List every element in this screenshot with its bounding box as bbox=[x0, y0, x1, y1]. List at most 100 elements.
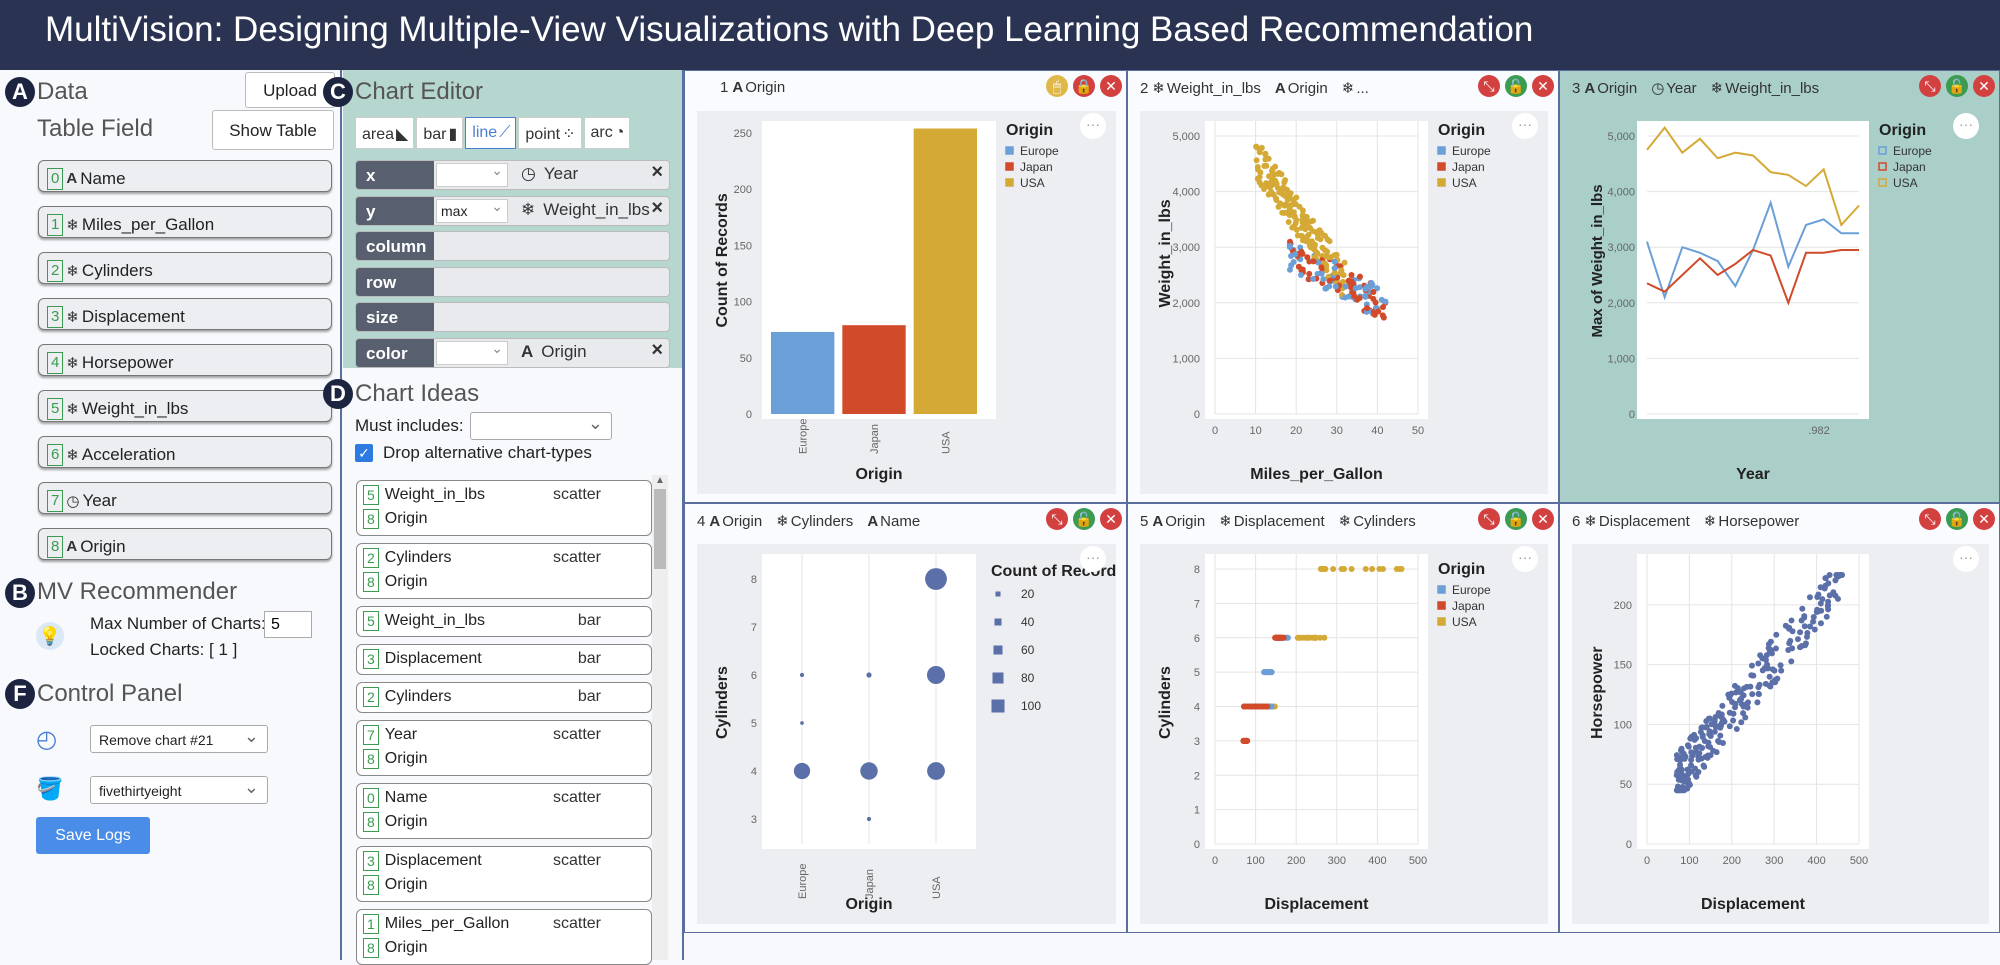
scatter-point[interactable] bbox=[1819, 596, 1826, 603]
scatter-point[interactable] bbox=[1371, 311, 1378, 318]
scatter-point[interactable] bbox=[1749, 691, 1756, 698]
more-options-icon[interactable]: ··· bbox=[1512, 546, 1538, 572]
scatter-point[interactable] bbox=[1285, 210, 1292, 217]
line-japan[interactable] bbox=[1646, 248, 1859, 306]
scatter-point[interactable] bbox=[1286, 266, 1293, 273]
encoding-field[interactable]: ❄ Weight_in_lbs bbox=[511, 199, 669, 223]
scatter-point[interactable] bbox=[1732, 700, 1739, 707]
scatter-point[interactable] bbox=[1298, 232, 1305, 239]
unlock-icon[interactable]: 🔓 bbox=[1946, 508, 1968, 530]
scatter-point[interactable] bbox=[1338, 269, 1345, 276]
scatter-point[interactable] bbox=[1356, 294, 1363, 301]
scatter-point[interactable] bbox=[1677, 756, 1684, 763]
scatter-point[interactable] bbox=[1241, 703, 1248, 710]
scatter-point[interactable] bbox=[1282, 177, 1289, 184]
scatter-point[interactable] bbox=[1832, 577, 1839, 584]
remove-encoding-icon[interactable]: × bbox=[651, 196, 663, 219]
scatter-point[interactable] bbox=[1788, 617, 1795, 624]
mark-type-bar[interactable]: bar ▮ bbox=[416, 117, 464, 149]
scatter-point[interactable] bbox=[1677, 761, 1684, 768]
mark-type-point[interactable]: point ⁘ bbox=[518, 117, 582, 149]
scatter-point[interactable] bbox=[1299, 216, 1306, 223]
scatter-point[interactable] bbox=[1797, 629, 1804, 636]
scatter-point[interactable] bbox=[1680, 775, 1687, 782]
scatter-point[interactable] bbox=[1673, 787, 1680, 794]
more-options-icon[interactable]: ··· bbox=[1953, 113, 1979, 139]
scatter-point[interactable] bbox=[1348, 271, 1355, 278]
drop-alt-checkbox[interactable]: ✓ bbox=[355, 444, 373, 462]
scatter-point[interactable] bbox=[1263, 703, 1270, 710]
close-icon[interactable]: ✕ bbox=[1100, 508, 1122, 530]
scatter-point[interactable] bbox=[1700, 762, 1707, 769]
scatter-point[interactable] bbox=[1330, 566, 1337, 572]
scatter-point[interactable] bbox=[1285, 218, 1292, 225]
remove-encoding-icon[interactable]: × bbox=[651, 161, 663, 183]
more-options-icon[interactable]: ··· bbox=[1080, 546, 1106, 572]
scatter-point[interactable] bbox=[1322, 253, 1329, 260]
scatter-point[interactable] bbox=[1294, 634, 1301, 641]
size-point[interactable] bbox=[926, 665, 946, 685]
chart-idea-item[interactable]: 2 Cylinders bar bbox=[356, 682, 652, 713]
scatter-point[interactable] bbox=[1678, 766, 1685, 773]
bar-europe[interactable] bbox=[771, 331, 835, 414]
scatter-point[interactable] bbox=[1740, 703, 1747, 710]
must-includes-select[interactable] bbox=[470, 412, 612, 440]
encoding-x[interactable]: x ⌄ ◷ Year × bbox=[355, 160, 670, 190]
mouse-icon[interactable]: 🖱 bbox=[1046, 75, 1068, 97]
scatter-point[interactable] bbox=[1740, 685, 1747, 692]
paint-bucket-icon[interactable]: 🪣 bbox=[36, 776, 64, 801]
scatter-point[interactable] bbox=[1275, 203, 1282, 210]
shrink-icon[interactable]: ⤡ bbox=[1046, 508, 1068, 530]
scatter-point[interactable] bbox=[1378, 296, 1385, 303]
scatter-point[interactable] bbox=[1305, 276, 1312, 283]
scatter-point[interactable] bbox=[1333, 251, 1340, 258]
table-field-8[interactable]: 8 A Origin bbox=[38, 528, 332, 560]
scatter-point[interactable] bbox=[1685, 743, 1692, 750]
scatter-point[interactable] bbox=[1810, 613, 1817, 620]
scatter-point[interactable] bbox=[1307, 218, 1314, 225]
unlock-icon[interactable]: 🔓 bbox=[1073, 508, 1095, 530]
scatter-point[interactable] bbox=[1794, 636, 1801, 643]
close-icon[interactable]: ✕ bbox=[1532, 75, 1554, 97]
scatter-point[interactable] bbox=[1810, 618, 1817, 625]
close-icon[interactable]: ✕ bbox=[1532, 508, 1554, 530]
scatter-point[interactable] bbox=[1726, 709, 1733, 716]
size-point[interactable] bbox=[866, 672, 872, 678]
scatter-point[interactable] bbox=[1263, 182, 1270, 189]
scatter-point[interactable] bbox=[1286, 243, 1293, 250]
bar-usa[interactable] bbox=[913, 128, 977, 414]
scatter-point[interactable] bbox=[1274, 634, 1281, 641]
close-icon[interactable]: ✕ bbox=[1100, 75, 1122, 97]
scatter-point[interactable] bbox=[1799, 605, 1806, 612]
scatter-point[interactable] bbox=[1825, 606, 1832, 613]
table-field-6[interactable]: 6 ❄ Acceleration bbox=[38, 436, 332, 468]
scatter-point[interactable] bbox=[1299, 212, 1306, 219]
scatter-point[interactable] bbox=[1679, 749, 1686, 756]
scatter-point[interactable] bbox=[1701, 737, 1708, 744]
scatter-point[interactable] bbox=[1685, 767, 1692, 774]
scatter-point[interactable] bbox=[1317, 634, 1324, 641]
size-point[interactable] bbox=[866, 816, 872, 822]
scatter-point[interactable] bbox=[1332, 283, 1339, 290]
scatter-point[interactable] bbox=[1266, 173, 1273, 180]
scatter-point[interactable] bbox=[1825, 580, 1832, 587]
scatter-point[interactable] bbox=[1281, 202, 1288, 209]
scatter-point[interactable] bbox=[1762, 680, 1769, 687]
scatter-point[interactable] bbox=[1331, 269, 1338, 276]
scatter-point[interactable] bbox=[1710, 747, 1717, 754]
scatter-point[interactable] bbox=[1733, 726, 1740, 733]
scatter-point[interactable] bbox=[1789, 645, 1796, 652]
unlock-icon[interactable]: 🔓 bbox=[1505, 75, 1527, 97]
encoding-color[interactable]: color ⌄ A Origin × bbox=[355, 337, 670, 368]
scatter-point[interactable] bbox=[1838, 571, 1845, 578]
scatter-point[interactable] bbox=[1823, 613, 1830, 620]
scatter-point[interactable] bbox=[1299, 237, 1306, 244]
scatter-point[interactable] bbox=[1290, 201, 1297, 208]
remove-encoding-icon[interactable]: × bbox=[651, 338, 663, 361]
scatter-point[interactable] bbox=[1263, 162, 1270, 169]
upload-button[interactable]: Upload bbox=[245, 72, 335, 108]
scatter-point[interactable] bbox=[1726, 723, 1733, 730]
history-select[interactable]: Remove chart #21 bbox=[90, 725, 268, 753]
scatter-point[interactable] bbox=[1754, 699, 1761, 706]
encoding-field[interactable]: A Origin bbox=[511, 341, 669, 365]
